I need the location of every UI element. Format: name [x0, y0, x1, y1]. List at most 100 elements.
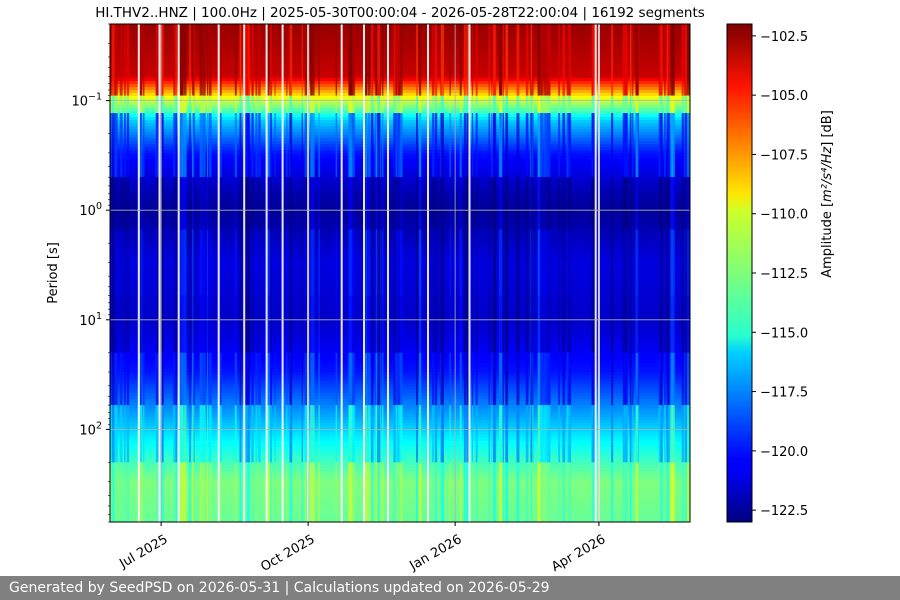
- heatmap-column-streak: [208, 405, 212, 463]
- heatmap-column-streak: [537, 113, 540, 178]
- heatmap-column-streak: [632, 24, 634, 96]
- heatmap-column-streak: [349, 405, 352, 463]
- heatmap-column-streak: [525, 229, 529, 296]
- heatmap-column-streak: [493, 113, 496, 178]
- heatmap-column-streak: [286, 113, 288, 178]
- heatmap-column-streak: [234, 229, 237, 296]
- heatmap-column-streak: [258, 462, 261, 522]
- heatmap-column-streak: [270, 229, 272, 296]
- heatmap-column-streak: [181, 405, 184, 463]
- heatmap-column-streak: [189, 113, 191, 178]
- heatmap-column-streak: [568, 229, 572, 296]
- heatmap-column-streak: [335, 113, 338, 178]
- heatmap-column-streak: [541, 295, 544, 353]
- heatmap-column-streak: [310, 229, 312, 296]
- heatmap-column-streak: [431, 95, 435, 114]
- heatmap-column-streak: [289, 177, 293, 230]
- heatmap-column-streak: [395, 177, 397, 230]
- heatmap-column-streak: [258, 229, 261, 296]
- heatmap-column-streak: [687, 462, 690, 522]
- heatmap-column-streak: [157, 229, 159, 296]
- heatmap-column-streak: [395, 352, 397, 406]
- heatmap-column-streak: [537, 95, 540, 114]
- heatmap-column-streak: [493, 24, 496, 96]
- data-gap: [594, 24, 597, 522]
- heatmap-column-streak: [516, 405, 520, 463]
- heatmap-column-streak: [349, 229, 352, 296]
- heatmap-column-streak: [124, 462, 126, 522]
- heatmap-column-streak: [568, 405, 572, 463]
- heatmap-column-streak: [124, 352, 126, 406]
- heatmap-column-streak: [207, 113, 208, 178]
- heatmap-column-streak: [159, 462, 162, 522]
- heatmap-column-streak: [159, 295, 162, 353]
- heatmap-column-streak: [393, 24, 395, 96]
- heatmap-column-streak: [382, 24, 384, 96]
- heatmap-column-streak: [398, 405, 401, 463]
- heatmap-column-streak: [471, 405, 474, 463]
- heatmap-column-streak: [418, 113, 422, 178]
- heatmap-column-streak: [173, 352, 176, 406]
- heatmap-column-streak: [202, 95, 206, 114]
- heatmap-column-streak: [666, 24, 669, 96]
- heatmap-column-streak: [110, 405, 113, 463]
- heatmap-column-streak: [660, 352, 663, 406]
- heatmap-column-streak: [502, 229, 504, 296]
- heatmap-column-streak: [449, 352, 451, 406]
- heatmap-column-streak: [247, 295, 251, 353]
- heatmap-column-streak: [247, 405, 251, 463]
- heatmap-column-streak: [516, 352, 520, 406]
- heatmap-column-streak: [377, 177, 381, 230]
- heatmap-column-streak: [208, 95, 212, 114]
- heatmap-column-streak: [491, 24, 493, 96]
- heatmap-column-streak: [173, 405, 176, 463]
- heatmap-column-streak: [431, 113, 435, 178]
- heatmap-column-streak: [568, 113, 572, 178]
- heatmap-column-streak: [525, 177, 529, 230]
- heatmap-column-streak: [687, 113, 690, 178]
- heatmap-column-streak: [418, 95, 422, 114]
- heatmap-column-streak: [126, 405, 130, 463]
- heatmap-column-streak: [471, 113, 474, 178]
- heatmap-column-streak: [199, 113, 203, 178]
- heatmap-column-streak: [245, 229, 248, 296]
- data-gap: [137, 24, 140, 522]
- heatmap-column-streak: [183, 177, 187, 230]
- heatmap-column-streak: [670, 462, 674, 522]
- heatmap-column-streak: [379, 229, 382, 296]
- heatmap-column-streak: [112, 295, 115, 353]
- footer-text: Generated by SeedPSD on 2026-05-31 | Cal…: [9, 580, 550, 596]
- heatmap-column-streak: [625, 352, 628, 406]
- heatmap-column-streak: [622, 462, 625, 522]
- heatmap-column-streak: [239, 462, 242, 522]
- heatmap-column-streak: [549, 95, 551, 114]
- heatmap-column-streak: [459, 113, 462, 178]
- heatmap-column-streak: [475, 229, 478, 296]
- heatmap-column-streak: [310, 95, 312, 114]
- heatmap-column-streak: [418, 352, 422, 406]
- heatmap-column-streak: [181, 352, 184, 406]
- heatmap-column-streak: [591, 352, 593, 406]
- heatmap-column-streak: [488, 177, 490, 230]
- heatmap-column-streak: [119, 229, 123, 296]
- data-gap: [340, 24, 343, 522]
- heatmap-column-streak: [622, 177, 625, 230]
- heatmap-column-streak: [435, 24, 438, 96]
- footer-banner: Generated by SeedPSD on 2026-05-31 | Cal…: [0, 576, 900, 600]
- heatmap-column-streak: [440, 95, 444, 114]
- heatmap-column-streak: [110, 462, 113, 522]
- heatmap-column-streak: [505, 229, 509, 296]
- y-axis-label: Period [s]: [46, 242, 61, 304]
- heatmap-column-streak: [161, 295, 164, 353]
- heatmap-column-streak: [611, 295, 614, 353]
- heatmap-column-streak: [189, 24, 191, 96]
- heatmap-column-streak: [471, 462, 474, 522]
- y-tick-label: 100: [79, 201, 102, 219]
- heatmap-column-streak: [382, 177, 384, 230]
- heatmap-column-streak: [142, 24, 145, 96]
- heatmap-column-streak: [562, 95, 566, 114]
- heatmap-column-streak: [396, 352, 398, 406]
- heatmap-column-streak: [301, 177, 303, 230]
- heatmap-column-streak: [161, 229, 164, 296]
- heatmap-column-streak: [538, 229, 541, 296]
